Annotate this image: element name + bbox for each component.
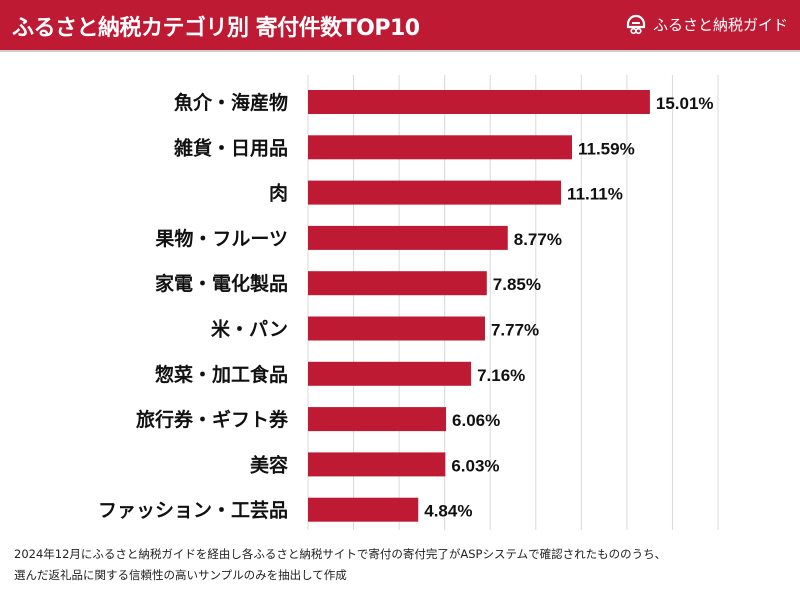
category-label: 家電・電化製品 [155,272,288,295]
bar [308,452,446,477]
bar [308,225,508,250]
header-banner: ふるさと納税カテゴリ別 寄付件数TOP10 ふるさと納税ガイド [0,0,800,52]
data-label: 7.77% [491,321,539,340]
bar [308,90,650,114]
data-label: 8.77% [514,230,562,249]
page-title: ふるさと納税カテゴリ別 寄付件数TOP10 [12,16,420,41]
category-label: 肉 [269,182,288,205]
data-label: 7.16% [477,366,525,385]
footnote: 2024年12月にふるさと納税ガイドを経由し各ふるさと納税サイトで寄付の寄付完了… [14,544,666,586]
data-label: 11.59% [578,139,635,158]
data-label: 6.06% [452,411,500,430]
bar-chart: 魚介・海産物 15.01% 雑貨・日用品 11.59% 肉 11.11% 果物・フルーツ 8.… [98,75,719,530]
house-gift-icon [626,14,646,35]
category-label: 米・パン [211,318,288,341]
bar [308,180,562,205]
bar [308,407,447,432]
logo-text: ふるさと納税ガイド [652,15,788,34]
category-label: 果物・フルーツ [154,227,288,250]
category-label: ファッション・工芸品 [98,499,288,522]
data-label: 15.01% [656,94,714,113]
data-label: 6.03% [451,456,499,475]
data-label: 11.11% [567,185,623,204]
footnote-line-2: 選んだ返礼品に関する信頼性の高いサンプルのみを抽出して作成 [14,568,347,582]
data-label: 7.85% [493,275,541,294]
bar [308,361,472,386]
category-label: 雑貨・日用品 [173,136,288,159]
bar [308,135,572,160]
data-label: 4.84% [424,502,472,521]
category-label: 旅行券・ギフト券 [136,408,289,431]
bar [308,271,487,296]
footnote-line-1: 2024年12月にふるさと納税ガイドを経由し各ふるさと納税サイトで寄付の寄付完了… [14,547,667,561]
category-label: 魚介・海産物 [174,91,288,114]
category-label: 美容 [250,453,288,476]
category-label: 惣菜・加工食品 [155,363,288,386]
bar [308,316,485,341]
brand-logo: ふるさと納税ガイド [625,12,788,36]
bar [308,497,419,522]
